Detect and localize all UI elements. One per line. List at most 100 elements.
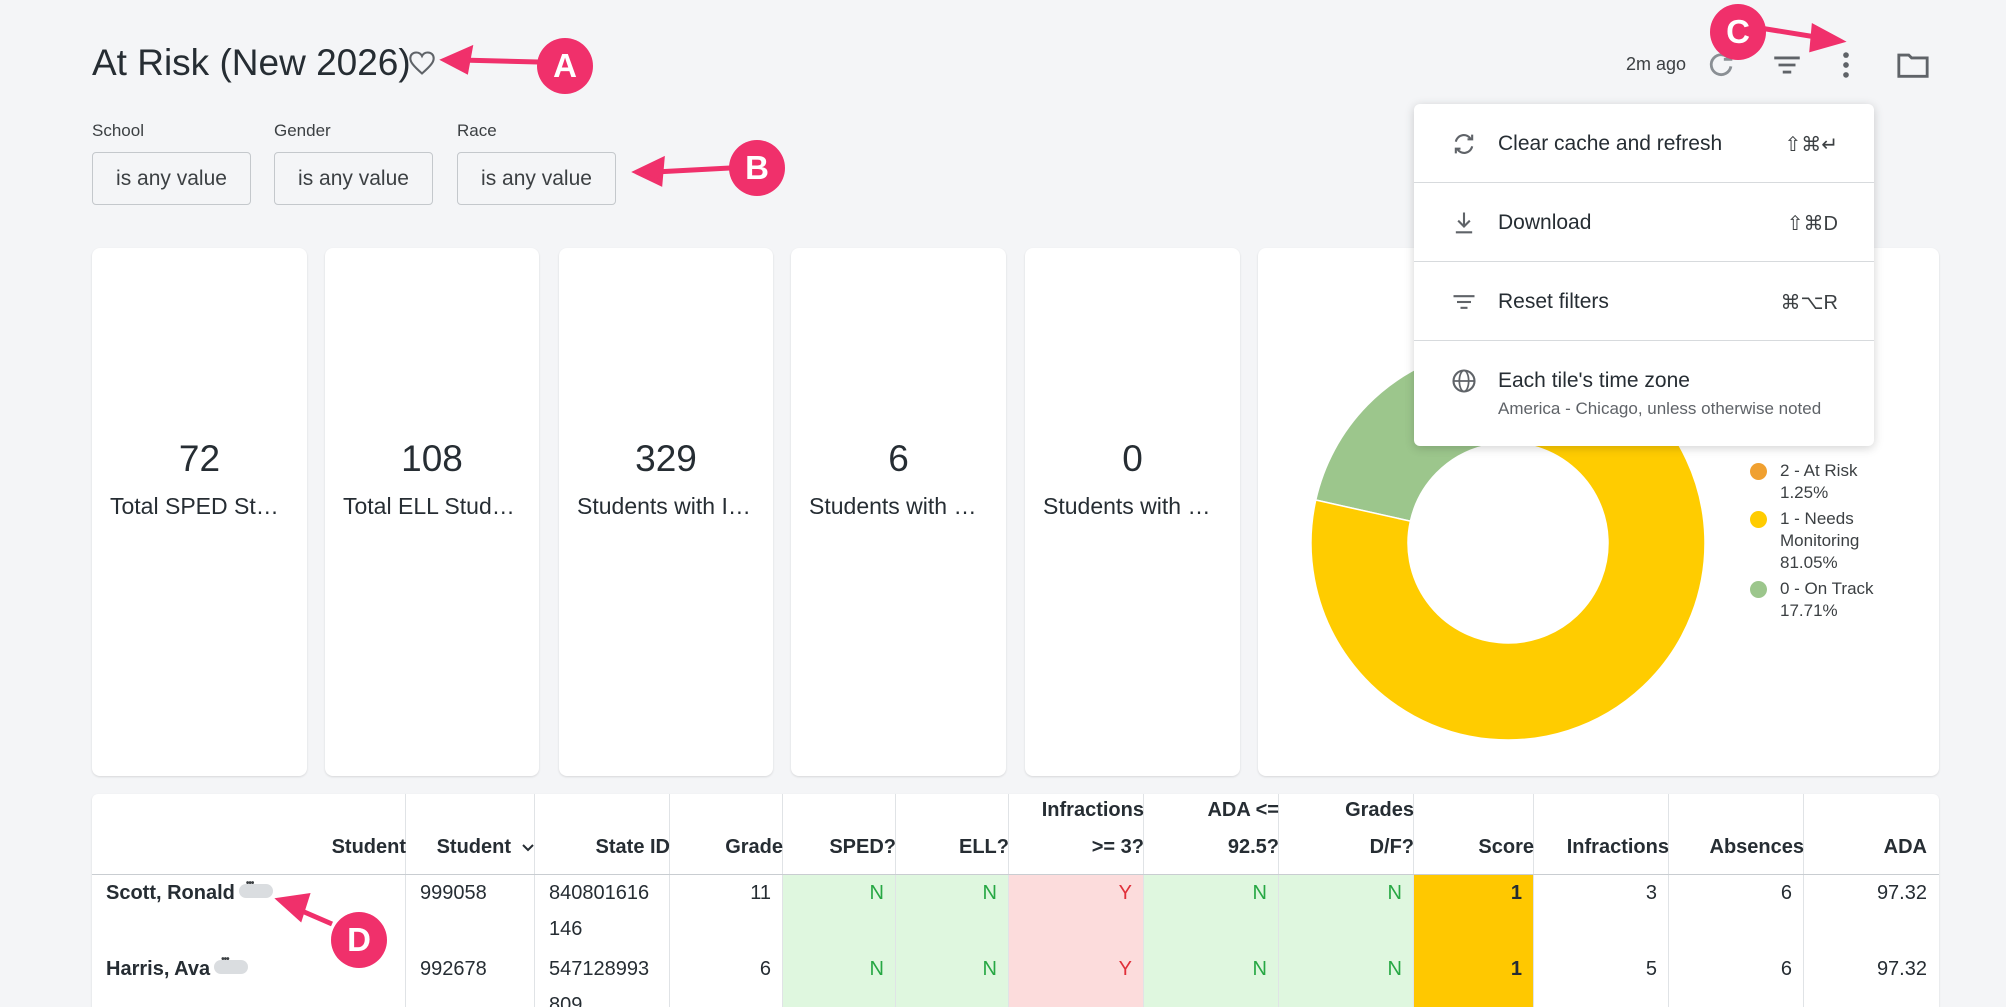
menu-item-clear-cache[interactable]: Clear cache and refresh ⇧⌘↵ <box>1414 104 1874 183</box>
header-grade[interactable]: Grade <box>725 836 783 858</box>
arrow-d-head <box>274 892 311 923</box>
cell-student-id: 992678 <box>420 958 487 980</box>
cell-infr-flag: Y <box>1118 958 1132 980</box>
col-absences <box>1669 794 1804 1007</box>
tile-value: 108 <box>401 438 463 479</box>
header-state-id[interactable]: State ID <box>595 836 670 858</box>
cell-bg-score <box>1414 875 1533 1007</box>
filter-school-button[interactable]: is any value <box>92 152 251 205</box>
cell-score: 1 <box>1510 882 1522 904</box>
menu-item-reset-filters[interactable]: Reset filters ⌘⌥R <box>1414 262 1874 341</box>
legend-item-at-risk[interactable]: 2 - At Risk 1.25% <box>1750 460 1874 504</box>
col-state-id <box>535 794 670 1007</box>
tile-grades[interactable]: 6 Students with Grades D/F <box>791 248 1006 776</box>
header-ada-flag[interactable]: ADA <= 92.5? <box>1207 794 1279 866</box>
more-options-icon[interactable] <box>214 954 249 974</box>
header-infr-flag[interactable]: Infractions >= 3? <box>1042 794 1144 866</box>
header-divider <box>92 874 1939 875</box>
header-sped[interactable]: SPED? <box>829 836 896 858</box>
header-line: Grades <box>1345 799 1414 821</box>
col-student-name <box>92 794 406 1007</box>
filter-gender-button[interactable]: is any value <box>274 152 433 205</box>
cell-state-id: 840801616 <box>549 882 650 904</box>
arrow-a-head <box>439 44 474 75</box>
sort-chevron-down-icon[interactable] <box>521 843 535 853</box>
more-vert-icon[interactable] <box>1829 48 1863 82</box>
header-line: Infractions <box>1041 799 1144 821</box>
menu-item-shortcut: ⇧⌘D <box>1786 213 1838 235</box>
cell-grade: 11 <box>750 882 771 904</box>
favorite-heart-icon[interactable] <box>408 50 436 76</box>
tile-value: 329 <box>635 438 697 479</box>
chart-legend: 2 - At Risk 1.25% 1 - Needs Monitoring 8… <box>1750 460 1874 626</box>
menu-item-subtext: America - Chicago, unless otherwise note… <box>1498 399 1822 418</box>
download-icon <box>1455 212 1473 234</box>
folder-icon[interactable] <box>1896 48 1930 82</box>
sync-icon <box>1454 134 1474 154</box>
menu-item-label: Download <box>1498 211 1592 234</box>
header-infractions[interactable]: Infractions <box>1566 836 1669 858</box>
header-label: Student <box>436 836 511 858</box>
menu-item-download[interactable]: Download ⇧⌘D <box>1414 183 1874 262</box>
arrow-b-head <box>631 155 665 187</box>
legend-pct: 1.25% <box>1780 483 1829 502</box>
menu-item-label: Reset filters <box>1498 290 1609 313</box>
header-line: 92.5? <box>1227 836 1279 858</box>
legend-dot <box>1750 581 1767 598</box>
tile-ell[interactable]: 108 Total ELL Students <box>325 248 539 776</box>
header-absences[interactable]: Absences <box>1709 836 1805 858</box>
tile-value: 6 <box>888 438 909 479</box>
cell-bg-sped <box>783 875 895 1007</box>
col-grade <box>670 794 783 1007</box>
cell-state-id: 547128993 <box>549 958 650 980</box>
header-score[interactable]: Score <box>1478 836 1534 858</box>
tile-sped[interactable]: 72 Total SPED Students <box>92 248 307 776</box>
annotation-badge-d: D <box>331 912 387 968</box>
cell-student-id: 999058 <box>420 882 487 904</box>
filter-icon[interactable] <box>1770 48 1804 82</box>
header-ell[interactable]: ELL? <box>959 836 1009 858</box>
filter-icon <box>1453 295 1475 309</box>
legend-item-on-track[interactable]: 0 - On Track 17.71% <box>1750 578 1874 622</box>
tile-value: 72 <box>178 438 221 479</box>
table-row-1-name[interactable]: Scott, Ronald <box>106 878 273 905</box>
cell-absences: 6 <box>1780 958 1792 980</box>
legend-item-needs-monitoring[interactable]: 1 - Needs Monitoring 81.05% <box>1750 508 1874 574</box>
cell-score: 1 <box>1510 958 1522 980</box>
table-row-2-name[interactable]: Harris, Ava <box>106 954 249 981</box>
cell-sped: N <box>869 882 884 904</box>
tile-infractions[interactable]: 329 Students with Infractions <box>559 248 773 776</box>
header-ada[interactable]: ADA <box>1883 836 1927 858</box>
cell-grade: 6 <box>759 958 771 980</box>
cell-bg-infr <box>1009 875 1143 1007</box>
col-grades-flag <box>1279 794 1414 1007</box>
filter-label-gender: Gender <box>274 121 331 140</box>
cell-absences: 6 <box>1780 882 1792 904</box>
legend-dot <box>1750 463 1767 480</box>
legend-dot <box>1750 511 1767 528</box>
menu-item-label: Clear cache and refresh <box>1498 132 1723 155</box>
student-name[interactable]: Harris, Ava <box>106 958 211 980</box>
more-options-icon[interactable] <box>238 878 273 898</box>
tile-ada[interactable]: 0 Students with Low ADA <box>1025 248 1240 776</box>
cell-infr-flag: Y <box>1118 882 1132 904</box>
header-grades-flag[interactable]: Grades D/F? <box>1345 794 1414 866</box>
header-student-name[interactable]: Student <box>331 836 406 858</box>
tile-value: 0 <box>1122 438 1143 479</box>
menu-item-time-zone[interactable]: Each tile's time zone America - Chicago,… <box>1414 341 1874 446</box>
header-student-id[interactable]: Student <box>437 829 535 866</box>
filter-label-race: Race <box>457 121 497 140</box>
filter-race-button[interactable]: is any value <box>457 152 616 205</box>
annotation-badge-a: A <box>537 38 593 94</box>
cell-bg-ell <box>896 875 1008 1007</box>
annotation-badge-b: B <box>729 140 785 196</box>
cell-state-id-wrap: 809 <box>549 994 583 1007</box>
arrow-b-line <box>654 165 731 175</box>
cell-bg-grades <box>1279 875 1413 1007</box>
student-name[interactable]: Scott, Ronald <box>106 882 235 904</box>
col-infractions <box>1534 794 1669 1007</box>
cell-sped: N <box>869 958 884 980</box>
cell-ell: N <box>982 882 997 904</box>
legend-label: 2 - At Risk <box>1780 461 1858 480</box>
col-infr-flag <box>1009 794 1144 1007</box>
